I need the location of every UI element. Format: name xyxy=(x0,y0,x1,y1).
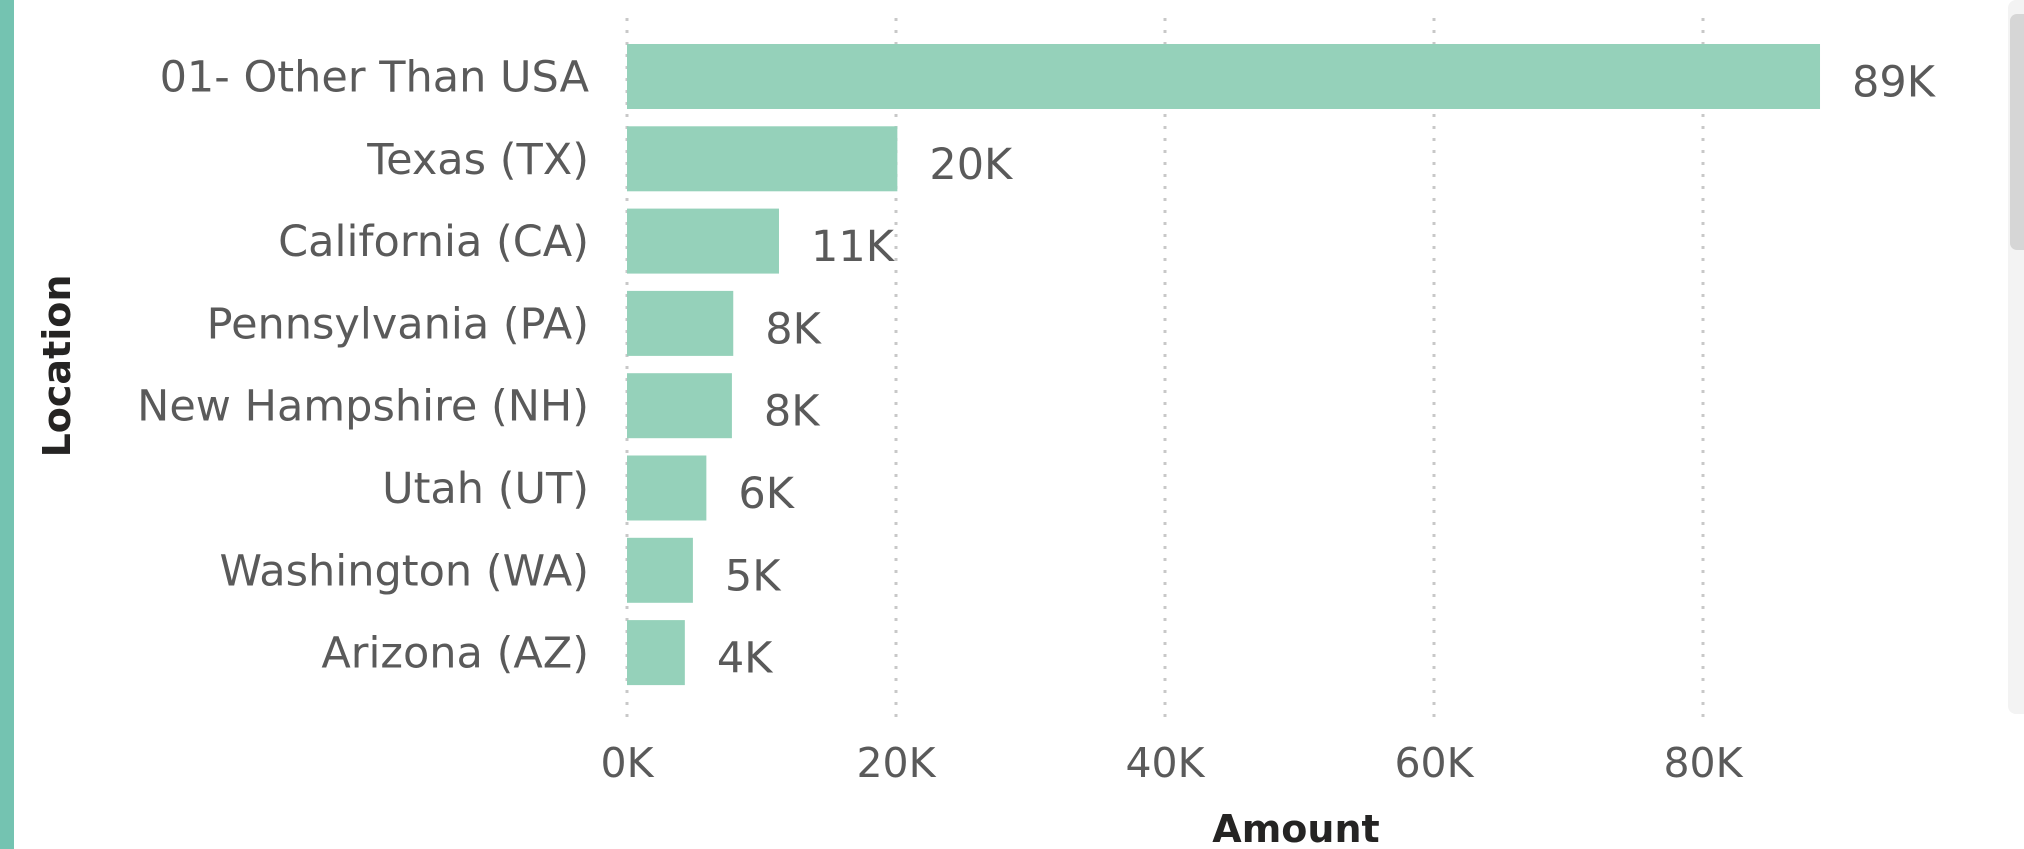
bar[interactable] xyxy=(627,208,779,274)
bar[interactable] xyxy=(627,126,898,192)
category-labels: 01- Other Than USA Texas (TX) California (… xyxy=(137,53,589,679)
bars xyxy=(627,44,1821,686)
category-label: Washington (WA) xyxy=(220,546,590,596)
category-label: Arizona (AZ) xyxy=(321,629,589,679)
accent-bar xyxy=(0,0,14,849)
category-label: New Hampshire (NH) xyxy=(137,382,589,432)
bar[interactable] xyxy=(627,373,732,439)
data-label: 20K xyxy=(929,140,1014,190)
bar[interactable] xyxy=(627,455,707,521)
category-label: California (CA) xyxy=(278,217,589,267)
x-tick-label: 20K xyxy=(856,739,936,787)
x-tick-label: 0K xyxy=(601,739,655,787)
data-label: 4K xyxy=(717,634,774,684)
gridlines xyxy=(625,18,1705,718)
bar[interactable] xyxy=(627,44,1821,109)
data-labels: 89K 20K 11K 8K 8K 6K 5K 4K xyxy=(717,58,1937,684)
x-tick-label: 40K xyxy=(1125,739,1205,787)
y-axis-title: Location xyxy=(35,275,79,458)
category-label: 01- Other Than USA xyxy=(160,53,590,103)
category-label: Texas (TX) xyxy=(366,135,589,185)
x-axis-title: Amount xyxy=(1212,807,1379,849)
category-label: Pennsylvania (PA) xyxy=(207,299,589,349)
bar[interactable] xyxy=(627,620,685,686)
data-label: 8K xyxy=(764,387,821,437)
data-label: 11K xyxy=(811,222,896,272)
data-label: 8K xyxy=(765,304,822,354)
data-label: 6K xyxy=(738,469,795,519)
x-tick-label: 60K xyxy=(1394,739,1474,787)
bar[interactable] xyxy=(627,537,693,603)
x-tick-label: 80K xyxy=(1663,739,1743,787)
bar[interactable] xyxy=(627,290,734,356)
category-label: Utah (UT) xyxy=(382,464,589,514)
scrollbar-thumb[interactable] xyxy=(2010,14,2024,250)
data-label: 5K xyxy=(725,551,782,601)
x-tick-labels: 0K 20K 40K 60K 80K xyxy=(601,739,1744,787)
data-label: 89K xyxy=(1852,58,1937,108)
